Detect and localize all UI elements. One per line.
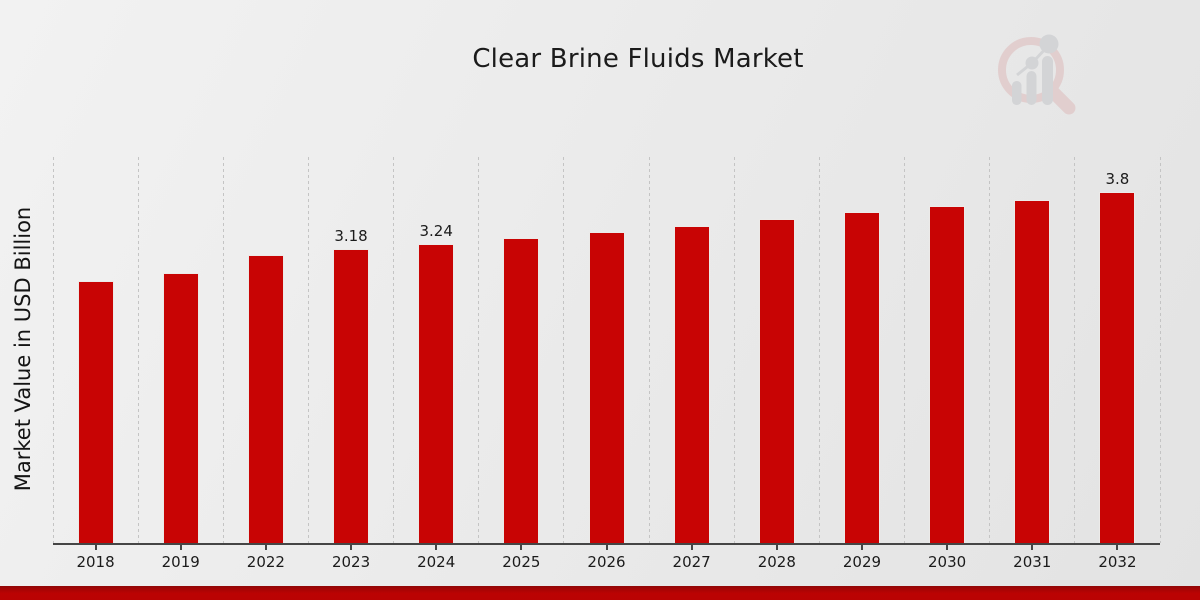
chart-title: Clear Brine Fluids Market — [472, 44, 804, 74]
gridline — [563, 157, 565, 543]
bar-2028 — [758, 218, 795, 543]
bar-value-label: 3.24 — [419, 221, 453, 240]
x-tick — [264, 545, 267, 550]
bar-2031 — [1014, 200, 1051, 543]
x-tick — [690, 545, 693, 550]
gridline — [733, 157, 735, 543]
x-tick-label: 2028 — [757, 553, 796, 571]
gridline — [1074, 157, 1076, 543]
bar-value-label: 3.18 — [334, 227, 368, 246]
gridline — [478, 157, 480, 543]
x-tick — [1116, 545, 1119, 550]
y-axis-label: Market Value in USD Billion — [11, 206, 35, 492]
x-tick — [946, 545, 949, 550]
x-tick — [350, 545, 353, 550]
bar-2022 — [247, 254, 284, 543]
bar-2024 — [418, 243, 455, 543]
x-tick-label: 2019 — [161, 553, 200, 571]
x-tick-label: 2026 — [587, 553, 626, 571]
x-tick — [1031, 545, 1034, 550]
gridline — [648, 157, 650, 543]
x-tick-label: 2023 — [331, 553, 371, 571]
x-tick — [775, 545, 778, 550]
gridline — [222, 157, 224, 543]
bar-2023 — [333, 249, 370, 543]
bar-2027 — [673, 226, 710, 543]
bar-value-label: 3.8 — [1105, 169, 1130, 188]
gridline — [137, 157, 139, 543]
plot-area: 2018 2019 2022 3.18 2023 3.24 2024 2025 2026 2027… — [52, 157, 1161, 571]
x-tick — [435, 545, 438, 550]
bar-2025 — [503, 238, 540, 543]
magnifier-bar-chart-logo-icon — [998, 34, 1076, 115]
gridline — [904, 157, 906, 543]
bar-2032 — [1099, 191, 1136, 543]
x-tick-label: 2030 — [928, 553, 967, 571]
x-tick-label: 2022 — [246, 553, 285, 571]
x-tick — [520, 545, 523, 550]
gridline — [818, 157, 820, 543]
x-tick-label: 2018 — [76, 553, 115, 571]
bar-2026 — [588, 231, 625, 543]
x-tick-label: 2027 — [672, 553, 711, 571]
x-tick — [860, 545, 863, 550]
x-tick-label: 2025 — [502, 553, 541, 571]
gridline — [52, 157, 54, 543]
x-tick — [605, 545, 608, 550]
bar-2018 — [77, 280, 114, 543]
gridline — [1159, 157, 1161, 543]
bar-2019 — [162, 273, 199, 543]
gridline — [989, 157, 991, 543]
footer-strip — [0, 586, 1200, 600]
bar-2030 — [929, 205, 966, 543]
gridline — [307, 157, 309, 543]
gridline — [393, 157, 395, 543]
x-tick-label: 2032 — [1098, 553, 1137, 571]
bar-2029 — [843, 212, 880, 543]
x-tick — [179, 545, 182, 550]
x-tick-label: 2024 — [417, 553, 456, 571]
x-tick-label: 2029 — [842, 553, 882, 571]
x-tick — [94, 545, 97, 550]
x-tick-label: 2031 — [1013, 553, 1052, 571]
